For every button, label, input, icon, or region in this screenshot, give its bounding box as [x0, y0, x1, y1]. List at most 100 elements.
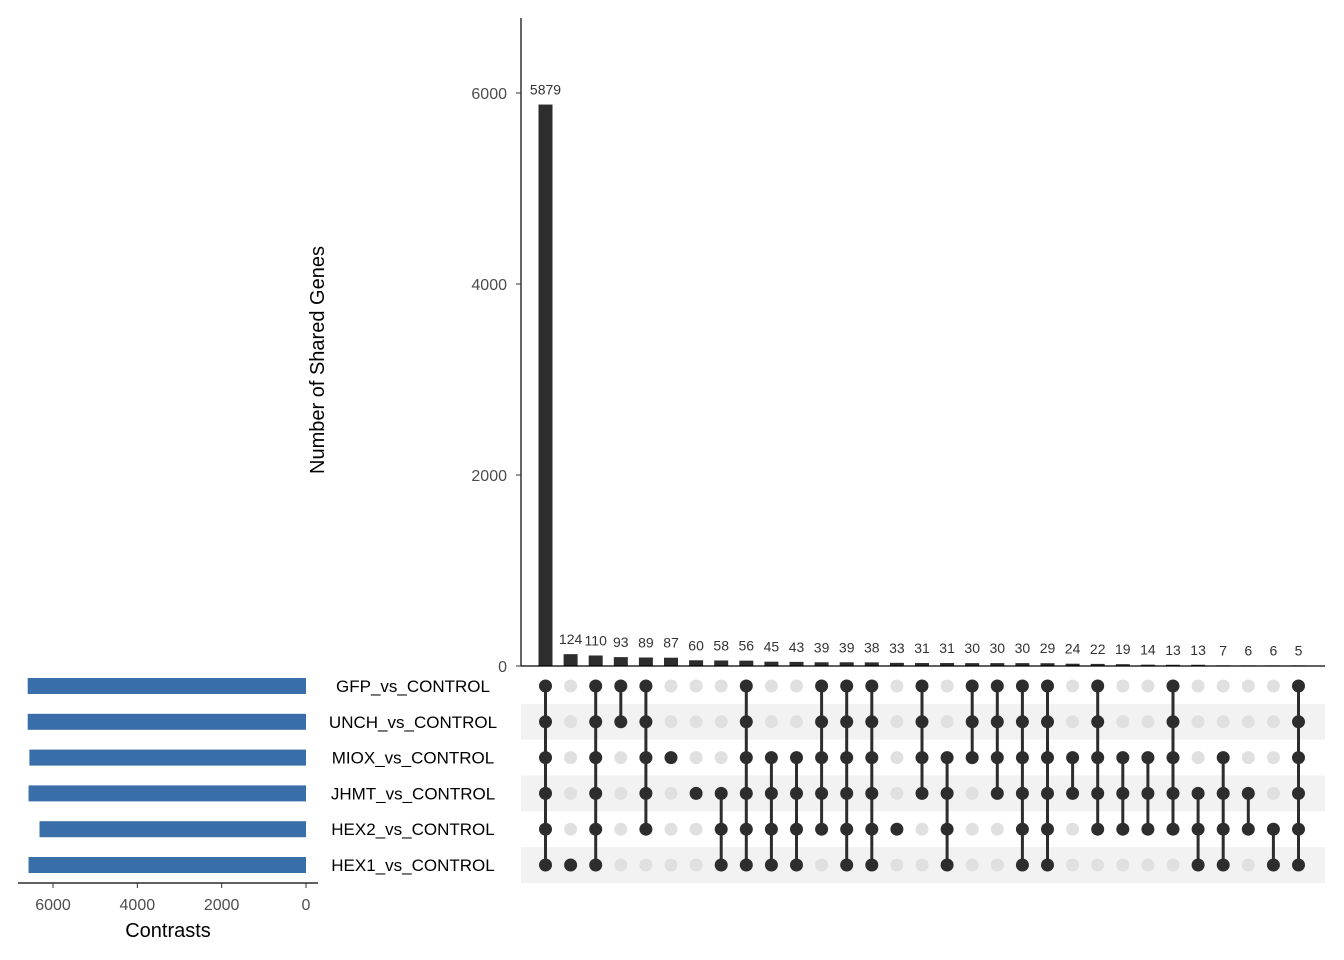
matrix-dot-off	[664, 679, 678, 693]
matrix-dot-on	[1141, 751, 1155, 765]
y-tick-label: 0	[498, 659, 507, 676]
intersection-bar-label: 110	[585, 632, 608, 648]
matrix-dot-on	[589, 858, 603, 872]
matrix-dot-off	[1141, 715, 1155, 729]
matrix-dot-on	[689, 786, 703, 800]
intersection-bar-label: 39	[839, 639, 855, 655]
matrix-dot-off	[1066, 858, 1080, 872]
matrix-dot-on	[1091, 715, 1105, 729]
matrix-dot-off	[689, 715, 703, 729]
matrix-dot-on	[940, 786, 954, 800]
matrix-dot-off	[1241, 751, 1255, 765]
matrix-dot-on	[714, 822, 728, 836]
matrix-dot-on	[790, 858, 803, 872]
matrix-dot-on	[865, 751, 879, 765]
set-labels: GFP_vs_CONTROL UNCH_vs_CONTROL MIOX_vs_CON…	[329, 677, 497, 875]
matrix-dot-off	[890, 858, 904, 872]
matrix-dot-off	[564, 786, 578, 800]
intersection-bar-label: 24	[1065, 641, 1081, 657]
matrix-dot-off	[965, 822, 979, 836]
matrix-dot-off	[564, 751, 578, 765]
intersection-bar	[789, 661, 804, 666]
matrix-dot-off	[990, 822, 1004, 836]
intersection-bar	[1040, 663, 1055, 666]
intersection-bar-label: 56	[739, 638, 755, 654]
matrix-dot-on	[940, 822, 954, 836]
intersection-bar-label: 30	[1015, 640, 1031, 656]
intersection-bar	[1191, 664, 1206, 666]
matrix-dot-off	[1066, 715, 1080, 729]
matrix-dot-on	[1116, 786, 1130, 800]
matrix-dot-on	[840, 786, 854, 800]
intersection-bar	[638, 657, 653, 666]
matrix-dot-on	[1292, 822, 1305, 836]
matrix-dot-on	[1241, 822, 1255, 836]
matrix-dot-off	[1116, 858, 1130, 872]
matrix-dot-on	[1041, 822, 1054, 836]
intersection-bar-label: 5	[1295, 642, 1303, 658]
set-label: UNCH_vs_CONTROL	[329, 713, 497, 732]
set-size-tick-label: 4000	[120, 897, 156, 914]
matrix-dot-off	[639, 858, 653, 872]
matrix-dot-on	[1166, 822, 1180, 836]
matrix-dot-on	[1216, 786, 1230, 800]
matrix-dot-off	[714, 751, 728, 765]
intersection-bar	[563, 654, 578, 666]
matrix-dot-off	[664, 715, 678, 729]
intersection-bar	[1115, 664, 1130, 666]
matrix-dot-on	[1216, 858, 1230, 872]
matrix-dot-on	[865, 858, 879, 872]
matrix-dot-on	[589, 751, 603, 765]
matrix-dot-on	[840, 679, 854, 693]
matrix-dot-off	[1191, 751, 1205, 765]
matrix-dot-on	[990, 751, 1004, 765]
matrix-dot-on	[1166, 679, 1180, 693]
matrix-dot-off	[1091, 858, 1105, 872]
intersection-bar-label: 124	[559, 631, 583, 647]
intersection-bar-label: 58	[713, 637, 729, 653]
matrix-dot-off	[1166, 858, 1180, 872]
matrix-dot-off	[689, 822, 703, 836]
matrix-dot-off	[890, 751, 904, 765]
intersection-bar	[990, 663, 1005, 666]
intersection-bar-label: 6	[1270, 642, 1278, 658]
matrix-dot-on	[539, 786, 552, 800]
matrix-dot-on	[1066, 751, 1080, 765]
intersection-bar-label: 22	[1090, 641, 1106, 657]
intersection-bar-label: 31	[914, 640, 930, 656]
matrix-dot-on	[865, 822, 879, 836]
set-size-bar	[27, 713, 306, 730]
matrix-dot-off	[714, 679, 728, 693]
set-size-tick-label: 6000	[35, 897, 71, 914]
matrix-dot-on	[840, 751, 854, 765]
matrix-dot-on	[990, 786, 1004, 800]
matrix-dot-on	[1141, 786, 1155, 800]
matrix-dot-off	[764, 679, 778, 693]
matrix-dot-off	[664, 822, 678, 836]
y-axis-title: Number of Shared Genes	[307, 246, 329, 474]
matrix-dot-on	[539, 858, 552, 872]
intersection-bar-label: 39	[814, 639, 830, 655]
matrix-dot-on	[564, 858, 578, 872]
matrix-dot-off	[564, 715, 578, 729]
intersection-bar-label: 93	[613, 634, 629, 650]
matrix-dot-on	[1015, 751, 1029, 765]
matrix-dot-on	[1216, 822, 1230, 836]
matrix-dot-on	[739, 786, 753, 800]
matrix-dot-on	[1241, 786, 1255, 800]
matrix-dot-on	[639, 679, 653, 693]
matrix-dot-on	[1292, 715, 1305, 729]
matrix-dot-on	[790, 822, 803, 836]
matrix-dot-off	[614, 822, 628, 836]
matrix-dot-off	[614, 858, 628, 872]
set-label: JHMT_vs_CONTROL	[331, 784, 495, 803]
matrix-dot-off	[689, 858, 703, 872]
matrix-dot-on	[1015, 786, 1029, 800]
matrix-dot-on	[840, 715, 854, 729]
matrix-dot-on	[1191, 858, 1205, 872]
y-axis: 0 2000 4000 6000	[471, 18, 1325, 676]
intersection-bar-label: 38	[864, 639, 880, 655]
intersection-bar	[1065, 663, 1080, 666]
intersection-bar	[714, 660, 729, 666]
